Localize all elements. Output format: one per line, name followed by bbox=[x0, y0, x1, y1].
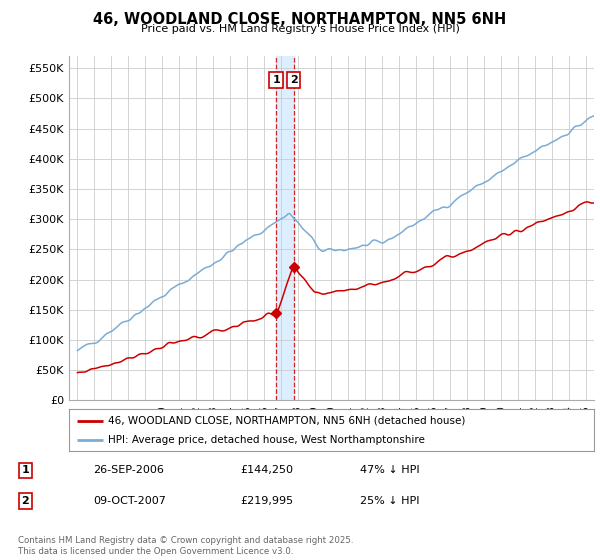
Text: 2: 2 bbox=[290, 75, 298, 85]
Text: Contains HM Land Registry data © Crown copyright and database right 2025.
This d: Contains HM Land Registry data © Crown c… bbox=[18, 536, 353, 556]
Text: 1: 1 bbox=[22, 465, 29, 475]
Text: 47% ↓ HPI: 47% ↓ HPI bbox=[360, 465, 419, 475]
Text: Price paid vs. HM Land Registry's House Price Index (HPI): Price paid vs. HM Land Registry's House … bbox=[140, 24, 460, 34]
Text: £144,250: £144,250 bbox=[240, 465, 293, 475]
Text: 25% ↓ HPI: 25% ↓ HPI bbox=[360, 496, 419, 506]
Text: 09-OCT-2007: 09-OCT-2007 bbox=[93, 496, 166, 506]
Text: £219,995: £219,995 bbox=[240, 496, 293, 506]
Text: HPI: Average price, detached house, West Northamptonshire: HPI: Average price, detached house, West… bbox=[109, 435, 425, 445]
Bar bbox=[276, 56, 294, 400]
Text: 1: 1 bbox=[272, 75, 280, 85]
Text: 46, WOODLAND CLOSE, NORTHAMPTON, NN5 6NH: 46, WOODLAND CLOSE, NORTHAMPTON, NN5 6NH bbox=[94, 12, 506, 27]
Text: 26-SEP-2006: 26-SEP-2006 bbox=[93, 465, 164, 475]
Text: 2: 2 bbox=[22, 496, 29, 506]
Text: 46, WOODLAND CLOSE, NORTHAMPTON, NN5 6NH (detached house): 46, WOODLAND CLOSE, NORTHAMPTON, NN5 6NH… bbox=[109, 416, 466, 426]
